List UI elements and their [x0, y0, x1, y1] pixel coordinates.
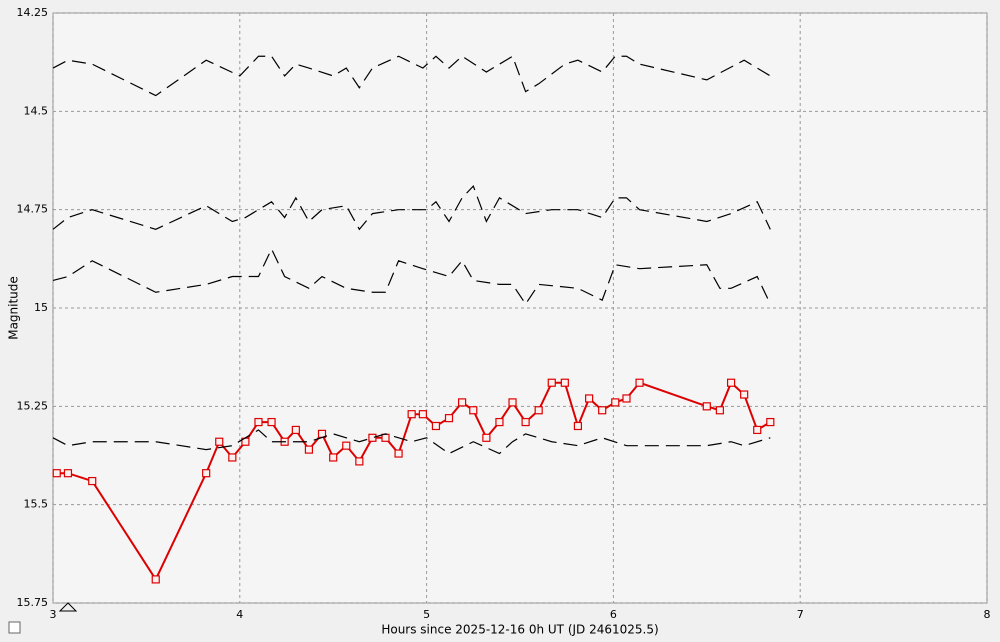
y-tick-label: 15.25: [17, 399, 49, 412]
checkbox[interactable]: [8, 621, 21, 634]
data-point: [431, 421, 441, 431]
data-point: [482, 433, 491, 442]
data-point: [444, 414, 454, 423]
y-tick-label: 15.5: [24, 498, 49, 511]
tick-labels: 14.25 14.5 14.75 15 15.25 15.5 15.753 4 5 6 7 8: [17, 6, 991, 621]
data-point: [726, 378, 736, 387]
data-point: [304, 445, 314, 454]
data-point: [635, 378, 644, 387]
y-tick-label: 14.25: [17, 6, 49, 19]
series-line: [52, 247, 771, 306]
x-tick-label: 7: [797, 608, 804, 621]
data-point: [215, 437, 224, 446]
data-point: [381, 433, 390, 442]
series-line: [52, 429, 771, 455]
data-point: [702, 402, 711, 411]
data-point: [151, 575, 160, 584]
data-point: [598, 406, 607, 415]
data-point: [202, 469, 211, 478]
data-point: [560, 378, 569, 387]
data-point: [740, 390, 749, 399]
data-point: [291, 425, 300, 435]
data-point: [329, 453, 338, 462]
data-point: [254, 417, 263, 427]
series-line: [52, 184, 771, 231]
data-point: [418, 410, 427, 419]
data-point: [457, 398, 467, 407]
y-tick-label: 15: [34, 301, 48, 314]
data-point: [766, 417, 775, 427]
data-point: [407, 410, 416, 419]
data-point: [495, 417, 504, 427]
y-axis-label: Magnitude: [7, 276, 21, 340]
series-layer: [52, 55, 775, 584]
data-point: [622, 394, 631, 403]
grid: [52, 12, 988, 604]
data-point: [547, 378, 556, 387]
data-point: [585, 394, 594, 403]
data-point: [534, 406, 543, 415]
time-marker: [58, 602, 78, 612]
data-point: [88, 476, 97, 486]
data-point: [228, 453, 237, 462]
data-point: [715, 406, 724, 415]
data-point: [52, 469, 61, 478]
data-point: [342, 441, 351, 450]
data-point: [394, 449, 403, 458]
y-tick-label: 15.75: [17, 596, 49, 609]
x-tick-label: 3: [50, 608, 57, 621]
x-tick-label: 6: [610, 608, 617, 621]
data-point: [355, 457, 364, 466]
data-point: [63, 469, 73, 478]
x-tick-label: 8: [984, 608, 991, 621]
data-point: [368, 433, 377, 442]
x-tick-label: 5: [423, 608, 430, 621]
data-point: [753, 425, 762, 435]
plot-area: [52, 12, 988, 604]
data-point: [267, 417, 276, 427]
data-point: [573, 421, 583, 431]
data-point: [469, 406, 478, 415]
y-tick-label: 14.75: [17, 203, 49, 216]
x-tick-label: 4: [236, 608, 243, 621]
y-tick-label: 14.5: [24, 104, 49, 117]
data-point: [508, 398, 517, 407]
series-line: [52, 55, 771, 97]
data-point: [611, 398, 620, 407]
data-point: [521, 417, 530, 427]
x-axis-label: Hours since 2025-12-16 0h UT (JD 2461025…: [381, 623, 658, 637]
